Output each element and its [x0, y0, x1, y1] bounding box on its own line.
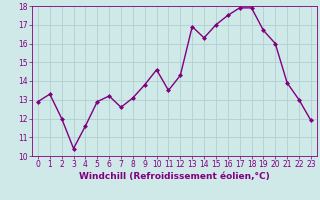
- X-axis label: Windchill (Refroidissement éolien,°C): Windchill (Refroidissement éolien,°C): [79, 172, 270, 181]
